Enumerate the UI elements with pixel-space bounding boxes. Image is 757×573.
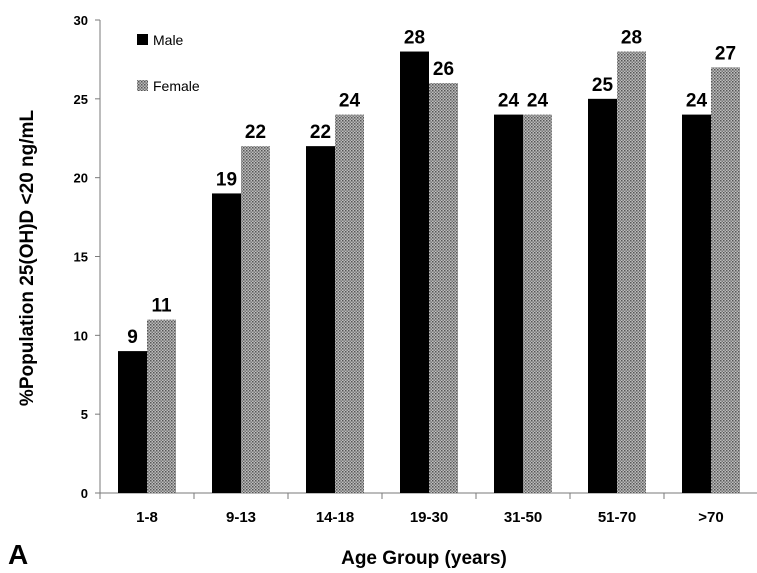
y-tick-label: 0 bbox=[81, 486, 88, 501]
x-tick-label: 51-70 bbox=[598, 509, 636, 526]
y-tick-label: 30 bbox=[74, 13, 88, 28]
axes: 0 5 10 15 20 25 30 1-8 9-13 14-18 19-30 31-50 51-70 >… bbox=[74, 13, 757, 526]
data-label-female-14-18: 24 bbox=[339, 91, 361, 112]
bar-male-14-18 bbox=[306, 146, 335, 493]
bar-male-31-50 bbox=[494, 114, 523, 493]
data-label-female-51-70: 28 bbox=[621, 28, 642, 49]
bar-female-14-18 bbox=[335, 114, 364, 493]
bars bbox=[118, 51, 740, 494]
legend-label-male: Male bbox=[153, 32, 184, 48]
legend-swatch-male bbox=[137, 34, 148, 45]
x-axis-title: Age Group (years) bbox=[341, 548, 507, 569]
bar-male-51-70 bbox=[588, 98, 617, 493]
x-tick-label: >70 bbox=[698, 509, 723, 526]
legend-label-female: Female bbox=[153, 78, 200, 94]
bar-female-31-50 bbox=[523, 114, 552, 493]
y-tick-label: 25 bbox=[74, 92, 88, 107]
bar-female->70 bbox=[711, 67, 740, 494]
legend-swatch-female bbox=[137, 80, 148, 91]
y-tick-label: 5 bbox=[81, 407, 88, 422]
bar-female-1-8 bbox=[147, 319, 176, 493]
data-label-female-31-50: 24 bbox=[527, 91, 549, 112]
x-tick-label: 19-30 bbox=[410, 509, 448, 526]
bar-female-51-70 bbox=[617, 51, 646, 494]
y-tick-label: 15 bbox=[74, 250, 88, 265]
x-tick-label: 1-8 bbox=[136, 509, 158, 526]
panel-label: A bbox=[8, 539, 28, 570]
data-label-male-19-30: 28 bbox=[404, 28, 425, 49]
data-label-male-9-13: 19 bbox=[216, 169, 237, 190]
x-tick-label: 31-50 bbox=[504, 509, 542, 526]
y-tick-label: 10 bbox=[74, 328, 88, 343]
y-tick-label: 20 bbox=[74, 171, 88, 186]
data-label-female-1-8: 11 bbox=[151, 296, 172, 317]
data-label-female-9-13: 22 bbox=[245, 122, 266, 143]
data-label-male-1-8: 9 bbox=[127, 327, 138, 348]
data-label-female-19-30: 26 bbox=[433, 59, 454, 80]
data-label-male->70: 24 bbox=[686, 91, 708, 112]
data-label-male-51-70: 25 bbox=[592, 75, 614, 96]
data-label-male-31-50: 24 bbox=[498, 91, 520, 112]
x-tick-label: 9-13 bbox=[226, 509, 256, 526]
bar-female-9-13 bbox=[241, 146, 270, 493]
data-labels: 9 11 19 22 22 24 28 26 24 24 25 28 24 27 bbox=[127, 28, 736, 349]
bar-male->70 bbox=[682, 114, 711, 493]
data-label-male-14-18: 22 bbox=[310, 122, 331, 143]
y-axis-title: %Population 25(OH)D <20 ng/mL bbox=[17, 110, 38, 407]
data-label-female->70: 27 bbox=[715, 43, 736, 64]
bar-male-1-8 bbox=[118, 351, 147, 493]
bar-male-9-13 bbox=[212, 193, 241, 493]
x-tick-label: 14-18 bbox=[316, 509, 354, 526]
bar-female-19-30 bbox=[429, 83, 458, 494]
bar-male-19-30 bbox=[400, 51, 429, 494]
legend: Male Female bbox=[137, 32, 200, 94]
